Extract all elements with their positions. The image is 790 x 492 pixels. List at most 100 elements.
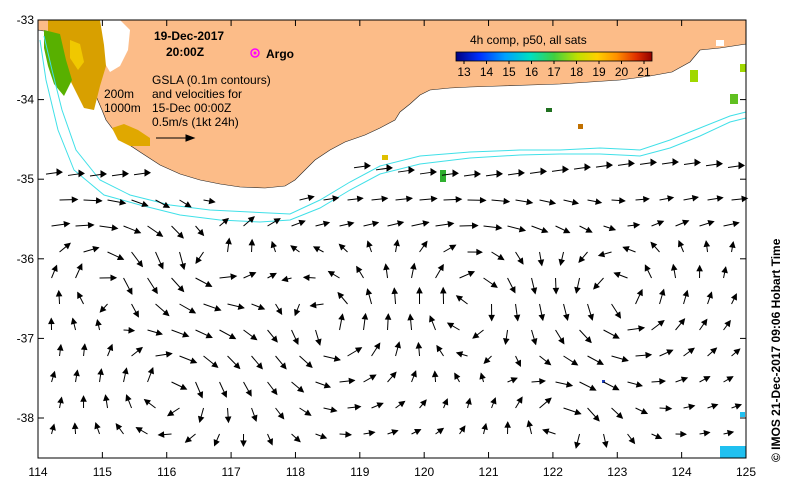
velocity-arrow-head xyxy=(373,342,381,350)
velocity-arrow-head xyxy=(361,312,369,320)
velocity-arrow-head xyxy=(481,422,488,431)
velocity-arrow-head xyxy=(135,346,143,354)
velocity-arrow-head xyxy=(608,224,617,232)
velocity-arrow-head xyxy=(211,361,219,368)
velocity-arrow-head xyxy=(596,358,604,365)
velocity-arrow-head xyxy=(540,167,547,176)
velocity-arrow-head xyxy=(270,240,277,249)
velocity-arrow-head xyxy=(650,241,658,249)
velocity-arrow-head xyxy=(465,397,472,405)
velocity-arrow-head xyxy=(422,220,430,227)
colorbar-tick-label: 18 xyxy=(570,65,584,79)
velocity-arrow-head xyxy=(447,220,455,228)
colorbar-ticks: 13 14 15 16 17 18 19 20 21 xyxy=(457,61,651,79)
velocity-arrow-head xyxy=(354,403,362,411)
x-tick-label: 118 xyxy=(286,465,305,479)
x-tick-label: 114 xyxy=(28,465,47,479)
depth-contours xyxy=(39,35,747,223)
velocity-arrow-head xyxy=(416,286,423,294)
velocity-arrow-head xyxy=(384,313,392,320)
colorbar-tick-label: 20 xyxy=(615,65,629,79)
velocity-arrow-head xyxy=(269,272,277,279)
velocity-arrow-head xyxy=(563,313,570,321)
velocity-arrow-head xyxy=(638,325,646,332)
velocity-arrow-head xyxy=(100,170,107,178)
velocity-arrow-head xyxy=(398,400,406,408)
velocity-arrow-head xyxy=(302,274,310,281)
velocity-arrow-head xyxy=(644,264,651,272)
velocity-arrow-head xyxy=(356,265,363,274)
x-tick-label: 121 xyxy=(479,465,499,479)
velocity-arrow-head xyxy=(696,264,703,272)
x-tick-label: 120 xyxy=(414,465,434,479)
velocity-arrow-head xyxy=(304,409,312,416)
velocity-arrow-head xyxy=(727,429,735,437)
velocity-arrow-head xyxy=(430,195,438,203)
velocity-arrow-head xyxy=(518,169,525,177)
velocity-arrow-head xyxy=(80,343,88,351)
velocity-arrow-head xyxy=(179,383,188,390)
velocity-arrow-head xyxy=(595,198,603,205)
velocity-arrow-head xyxy=(526,198,534,206)
velocity-arrow-head xyxy=(490,397,497,405)
velocity-arrow-head xyxy=(80,395,87,402)
y-tick-label: -35 xyxy=(17,172,35,186)
velocity-arrow-head xyxy=(240,440,247,448)
velocity-arrow-head xyxy=(369,374,377,381)
velocity-arrow-head xyxy=(386,164,393,172)
velocity-arrow-head xyxy=(312,246,321,253)
velocity-arrow-head xyxy=(706,291,713,299)
velocity-arrow-head xyxy=(195,256,202,264)
velocity-arrow-head xyxy=(584,163,591,172)
velocity-arrow-head xyxy=(176,231,184,239)
velocity-arrow-head xyxy=(640,408,649,415)
velocity-arrow-head xyxy=(338,313,345,321)
velocity-arrow-head xyxy=(205,280,213,287)
sst-dots xyxy=(382,40,746,458)
velocity-arrow-head xyxy=(364,161,371,170)
velocity-arrow-head xyxy=(366,240,373,248)
x-tick-label: 117 xyxy=(222,465,241,479)
velocity-arrow-head xyxy=(273,218,281,225)
scale-label: 0.5m/s (1kt 24h) xyxy=(152,115,239,129)
velocity-arrow-head xyxy=(106,343,114,352)
velocity-arrow-head xyxy=(687,347,695,355)
velocity-arrow-head xyxy=(189,357,198,364)
x-tick-label: 122 xyxy=(543,465,563,479)
velocity-arrow-head xyxy=(368,429,376,437)
velocity-arrow-head xyxy=(237,303,245,310)
velocity-arrow-head xyxy=(538,313,545,322)
colorbar-tick-label: 17 xyxy=(547,65,561,79)
velocity-arrow-head xyxy=(476,248,483,256)
velocity-arrow-head xyxy=(76,263,83,271)
velocity-arrow-head xyxy=(63,242,71,250)
velocity-arrow-head xyxy=(439,286,447,294)
velocity-arrow-head xyxy=(721,266,728,274)
velocity-arrow-head xyxy=(99,305,107,313)
velocity-arrow-head xyxy=(92,245,100,253)
sst-patch-west-green xyxy=(44,30,72,96)
velocity-arrow-head xyxy=(513,314,521,322)
velocity-arrow-head xyxy=(281,275,289,283)
velocity-arrow-head xyxy=(151,286,158,295)
velocity-arrow-head xyxy=(157,431,165,438)
velocity-arrows xyxy=(45,158,749,449)
velocity-arrow-head xyxy=(63,220,71,228)
velocity-arrow-head xyxy=(563,227,571,234)
velocity-arrow-head xyxy=(270,387,278,396)
velocity-arrow-head xyxy=(650,158,657,167)
velocity-arrow-head xyxy=(621,355,629,363)
velocity-arrow-head xyxy=(454,372,461,380)
velocity-arrow-head xyxy=(574,408,582,416)
y-tick-label: -36 xyxy=(17,252,35,266)
velocity-arrow-head xyxy=(136,260,144,268)
y-axis: -33 -34 -35 -36 -37 -38 xyxy=(17,13,746,425)
velocity-arrow-head xyxy=(670,263,678,271)
velocity-arrow-head xyxy=(645,351,653,359)
velocity-arrow-head xyxy=(71,196,79,203)
velocity-arrow-head xyxy=(383,263,390,271)
velocity-arrow-head xyxy=(504,421,511,428)
velocity-arrow-head xyxy=(517,257,524,265)
velocity-arrow-head xyxy=(354,347,363,354)
velocity-arrow-head xyxy=(49,423,56,431)
